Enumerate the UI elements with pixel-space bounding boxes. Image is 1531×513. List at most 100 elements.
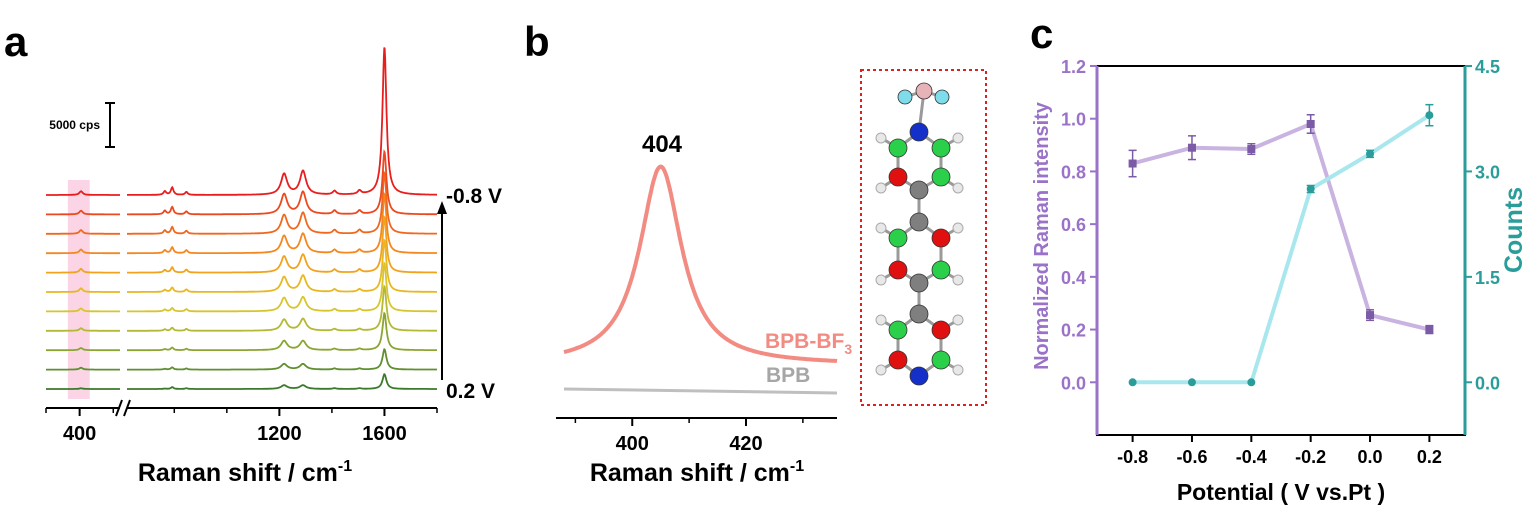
x-tick-label: -0.2 (1295, 447, 1326, 467)
x-tick-label: 0.2 (1417, 447, 1442, 467)
axes: 0.0 0.2 0.4 0.6 0.8 1.0 1.2 0.0 1.5 3.0 4.5 -0.8 -0.… (1061, 57, 1500, 467)
spectrum-line-1 (46, 366, 120, 371)
hydrogen-atom (952, 364, 964, 376)
x-axis: 400 1200 1600 (45, 399, 438, 445)
spectrum-line-6 (46, 267, 120, 274)
hydrogen-atom (875, 274, 887, 286)
spectrum-line-4 (46, 307, 120, 313)
series-line-right (1132, 113, 1431, 385)
boron-atom (915, 82, 933, 100)
spectrum-line-5 (46, 287, 120, 293)
top-potential-label: -0.8 V (446, 185, 502, 208)
panel-label-c: c (1030, 10, 1053, 57)
series-line-bpb (563, 387, 838, 395)
carbon-atom (888, 350, 908, 370)
carbon-atom (931, 350, 951, 370)
data-point-right (1306, 185, 1315, 193)
data-point-right (1425, 111, 1434, 120)
spectrum-line-10 (46, 190, 120, 196)
fluorine-atom (897, 89, 913, 105)
carbon-atom (909, 304, 929, 324)
spectrum-line-2 (127, 311, 437, 352)
x-axis-label: Raman shift / cm-1 (138, 458, 352, 487)
right-y-tick-label: 4.5 (1475, 57, 1500, 77)
axis-break-mark (123, 399, 131, 417)
potential-arrow (437, 201, 447, 380)
data-point-left (1366, 311, 1375, 320)
carbon-atom (931, 260, 951, 280)
spectrum-line-2 (46, 347, 120, 352)
right-y-tick-label: 3.0 (1475, 162, 1500, 182)
spectrum-line-0 (127, 372, 437, 390)
x-axis-label: Raman shift / cm-1 (590, 458, 804, 487)
carbon-atom (909, 273, 929, 293)
series-line-bpb-bf3 (563, 164, 838, 363)
x-tick-label: 1200 (257, 423, 302, 445)
left-y-tick-label: 0.6 (1061, 215, 1086, 235)
carbon-atom (888, 167, 908, 187)
series-line-left (1132, 121, 1430, 332)
left-y-tick-label: 0.2 (1061, 321, 1086, 341)
data-point-left (1128, 159, 1137, 168)
molecule-structure-inset (860, 69, 987, 406)
data-point-left (1425, 325, 1434, 334)
spectrum-line-9 (46, 209, 120, 216)
carbon-atom (931, 320, 951, 340)
hydrogen-atom (875, 132, 887, 144)
hydrogen-atom (952, 182, 964, 194)
carbon-atom (888, 228, 908, 248)
fluorine-atom (934, 89, 950, 105)
spectrum-line-3 (127, 284, 437, 332)
x-tick-label: 1600 (362, 423, 407, 445)
bottom-potential-label: 0.2 V (446, 380, 495, 403)
data-point-right (1128, 378, 1137, 387)
carbon-atom (888, 138, 908, 158)
data-point-right (1366, 149, 1375, 158)
right-y-axis-label: Counts (1500, 187, 1528, 273)
data-point-right (1187, 378, 1196, 387)
x-tick-label: -0.8 (1117, 447, 1148, 467)
legend-bpb-bf3: BPB-BF3 (765, 330, 852, 357)
data-point-right (1247, 378, 1256, 387)
carbon-atom (909, 180, 929, 200)
legend-bpb: BPB (766, 364, 810, 387)
carbon-atom (888, 260, 908, 280)
carbon-atom (888, 320, 908, 340)
data-point-left (1247, 145, 1256, 154)
panel-label-b: b (524, 18, 550, 65)
hydrogen-atom (952, 274, 964, 286)
x-tick-label: -0.4 (1236, 447, 1267, 467)
x-axis: 400 420 (556, 417, 837, 455)
spectrum-line-5 (127, 238, 437, 293)
nitrogen-atom (909, 366, 929, 386)
left-y-tick-label: 1.2 (1061, 57, 1086, 77)
x-tick-label: -0.6 (1176, 447, 1207, 467)
x-tick-label: 400 (63, 423, 96, 445)
hydrogen-atom (952, 222, 964, 234)
spectrum-line-6 (127, 215, 437, 274)
spectrum-line-10 (127, 47, 437, 196)
left-y-tick-label: 0.0 (1061, 373, 1086, 393)
spectra-group (563, 164, 838, 395)
hydrogen-atom (875, 222, 887, 234)
left-y-tick-label: 0.8 (1061, 162, 1086, 182)
carbon-atom (931, 228, 951, 248)
carbon-atom (931, 138, 951, 158)
carbon-atom (909, 212, 929, 232)
x-tick-label: 0.0 (1358, 447, 1383, 467)
hydrogen-atom (875, 182, 887, 194)
spectrum-line-0 (46, 387, 120, 390)
molecule-diagram (875, 82, 964, 386)
plot-frame (1096, 65, 1466, 436)
spectrum-line-1 (127, 348, 438, 371)
x-tick-label: 400 (616, 433, 649, 455)
scale-bar: 5000 cps (49, 102, 115, 148)
spectrum-line-7 (127, 191, 438, 255)
hydrogen-atom (952, 314, 964, 326)
x-axis-label: Potential ( V vs.Pt ) (1177, 479, 1385, 505)
spectrum-line-8 (46, 229, 120, 235)
spectra-group (46, 47, 438, 390)
spectrum-line-7 (46, 248, 120, 255)
spectrum-line-9 (127, 149, 437, 216)
left-y-tick-label: 0.4 (1061, 268, 1086, 288)
